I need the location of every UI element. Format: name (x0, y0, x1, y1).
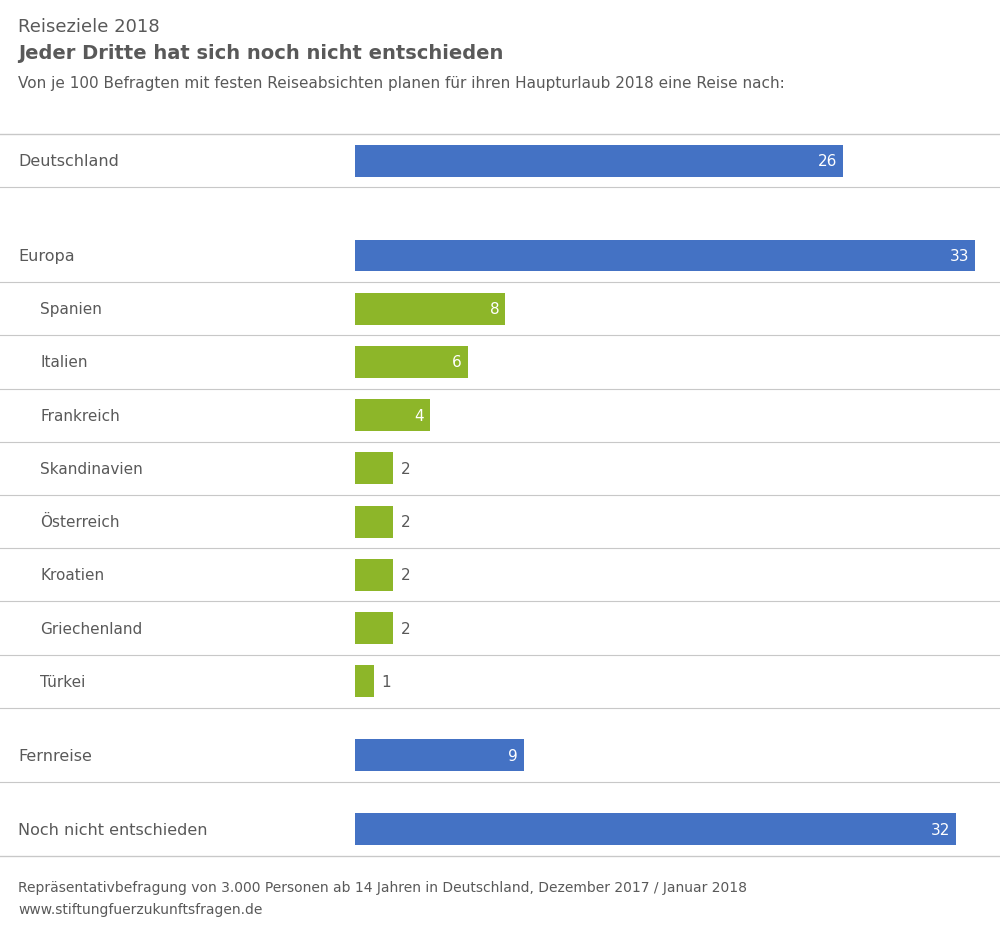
Bar (355, 666, 374, 698)
Text: 2: 2 (401, 567, 410, 582)
Bar (355, 145, 843, 177)
Text: 6: 6 (452, 355, 462, 370)
Bar (355, 613, 393, 645)
Text: 2: 2 (401, 621, 410, 636)
Text: Fernreise: Fernreise (18, 748, 92, 763)
Text: Griechenland: Griechenland (40, 621, 142, 636)
Text: 1: 1 (382, 674, 391, 689)
Text: Deutschland: Deutschland (18, 154, 119, 169)
Text: 2: 2 (401, 514, 410, 530)
Bar (355, 294, 505, 326)
Text: 33: 33 (950, 248, 969, 263)
Text: 8: 8 (490, 302, 499, 317)
Text: Noch nicht entschieden: Noch nicht entschieden (18, 822, 208, 837)
Text: Türkei: Türkei (40, 674, 85, 689)
Bar (355, 559, 393, 591)
Text: Italien: Italien (40, 355, 88, 370)
Text: 26: 26 (818, 154, 837, 169)
Text: Von je 100 Befragten mit festen Reiseabsichten planen für ihren Haupturlaub 2018: Von je 100 Befragten mit festen Reiseabs… (18, 76, 785, 91)
Text: 2: 2 (401, 462, 410, 477)
Bar (355, 241, 975, 272)
Text: www.stiftungfuerzukunftsfragen.de: www.stiftungfuerzukunftsfragen.de (18, 902, 262, 916)
Text: Repräsentativbefragung von 3.000 Personen ab 14 Jahren in Deutschland, Dezember : Repräsentativbefragung von 3.000 Persone… (18, 880, 747, 894)
Text: Frankreich: Frankreich (40, 408, 120, 423)
Text: Europa: Europa (18, 248, 75, 263)
Bar (355, 506, 393, 538)
Bar (355, 346, 468, 379)
Bar (355, 739, 524, 771)
Bar (355, 814, 956, 846)
Text: Skandinavien: Skandinavien (40, 462, 143, 477)
Bar (355, 399, 430, 431)
Bar (355, 453, 393, 485)
Text: 32: 32 (931, 822, 950, 837)
Text: 4: 4 (415, 408, 424, 423)
Text: Spanien: Spanien (40, 302, 102, 317)
Text: Kroatien: Kroatien (40, 567, 104, 582)
Text: Jeder Dritte hat sich noch nicht entschieden: Jeder Dritte hat sich noch nicht entschi… (18, 44, 503, 63)
Text: Reiseziele 2018: Reiseziele 2018 (18, 18, 160, 36)
Text: Österreich: Österreich (40, 514, 120, 530)
Text: 9: 9 (508, 748, 518, 763)
